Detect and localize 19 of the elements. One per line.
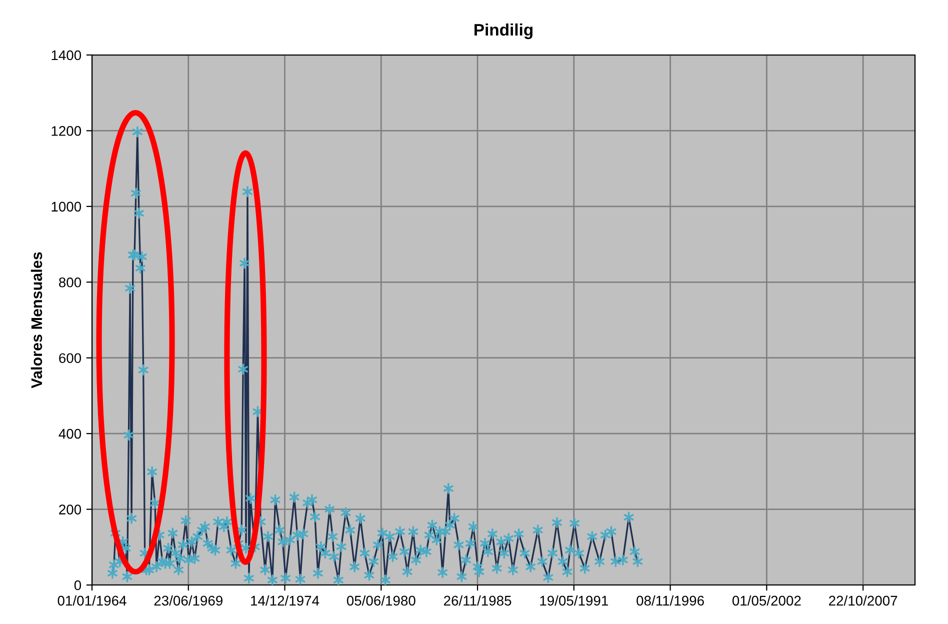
- y-tick-label: 1400: [52, 50, 82, 60]
- y-tick-label: 200: [59, 504, 82, 514]
- x-tick-label: 14/12/1974: [251, 595, 320, 606]
- x-tick-label: 01/05/2002: [732, 595, 801, 606]
- x-tick-label: 08/11/1996: [636, 595, 704, 606]
- y-tick-label: 1000: [52, 202, 82, 212]
- x-tick-label: 22/10/2007: [828, 595, 898, 606]
- y-tick-label: 600: [59, 353, 82, 364]
- y-tick-label: 400: [58, 428, 82, 439]
- x-tick-label: 05/06/1980: [346, 595, 416, 606]
- y-tick-label: 1200: [52, 126, 82, 136]
- x-tick-label: 01/01/1964: [58, 595, 126, 606]
- x-tick-label: 19/05/1991: [540, 595, 608, 606]
- y-tick-label: 800: [59, 277, 82, 288]
- chart-title: Pindilig: [474, 23, 532, 40]
- x-tick-label: 23/06/1969: [154, 595, 222, 606]
- y-axis-title: Valores Mensuales: [30, 252, 42, 388]
- x-tick-label: 26/11/1985: [444, 595, 512, 606]
- y-tick-label: 0: [74, 580, 82, 590]
